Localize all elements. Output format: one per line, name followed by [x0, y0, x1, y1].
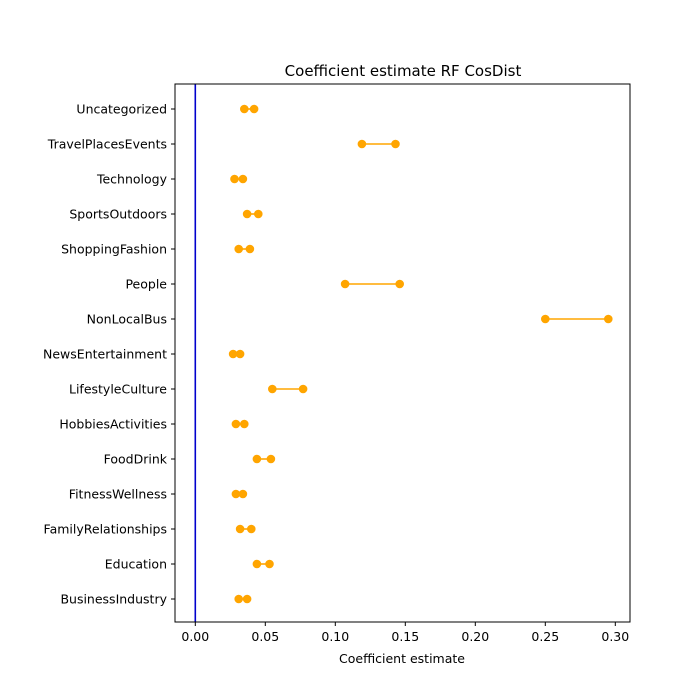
high-point	[245, 244, 255, 254]
high-point	[253, 209, 263, 219]
dumbbell-row	[240, 104, 259, 114]
low-point	[234, 594, 243, 604]
high-point	[298, 384, 308, 394]
dumbbell-row	[242, 209, 263, 219]
x-tick-label: 0.15	[391, 629, 419, 644]
dumbbell-row	[231, 489, 248, 499]
low-point	[231, 489, 241, 499]
plot-area	[194, 84, 613, 622]
y-tick-label: SportsOutdoors	[69, 207, 167, 222]
chart-title: Coefficient estimate RF CosDist	[285, 62, 522, 80]
high-point	[266, 454, 276, 464]
dumbbell-row	[357, 139, 400, 149]
y-tick-label: NewsEntertainment	[43, 347, 167, 362]
high-point	[238, 174, 248, 184]
x-tick-label: 0.00	[181, 629, 209, 644]
y-axis: Uncategorized TravelPlacesEvents Technolog…	[43, 102, 175, 607]
dumbbell-row	[252, 454, 276, 464]
low-point	[252, 454, 262, 464]
low-point	[242, 209, 252, 219]
low-point	[340, 279, 350, 289]
y-tick-label: Education	[105, 557, 167, 572]
high-point	[249, 104, 259, 114]
dumbbell-row	[230, 174, 248, 184]
low-point	[357, 139, 367, 149]
low-point	[234, 244, 243, 254]
low-point	[235, 524, 245, 534]
y-tick-label: BusinessIndustry	[60, 592, 167, 607]
x-tick-label: 0.30	[601, 629, 629, 644]
dumbbell-row	[268, 384, 308, 394]
high-point	[391, 139, 400, 149]
y-tick-label: FitnessWellness	[69, 487, 167, 502]
low-point	[230, 174, 239, 184]
x-axis: 0.00 0.05 0.10 0.15 0.20 0.25 0.30	[181, 622, 629, 644]
y-tick-label: HobbiesActivities	[59, 417, 167, 432]
low-point	[252, 559, 262, 569]
dumbbell-row	[340, 279, 405, 289]
high-point	[395, 279, 405, 289]
dumbbell-row	[228, 349, 245, 359]
x-tick-label: 0.25	[531, 629, 559, 644]
y-tick-label: ShoppingFashion	[61, 242, 167, 257]
high-point	[247, 524, 256, 534]
low-point	[231, 419, 241, 429]
y-tick-label: FoodDrink	[104, 452, 168, 467]
dumbbell-row	[234, 244, 255, 254]
high-point	[238, 489, 248, 499]
x-tick-label: 0.10	[321, 629, 349, 644]
high-point	[265, 559, 274, 569]
x-tick-label: 0.20	[461, 629, 489, 644]
dumbbell-row	[541, 314, 613, 324]
dumbbell-row	[231, 419, 249, 429]
dumbbell-row	[235, 524, 256, 534]
low-point	[268, 384, 277, 394]
x-tick-label: 0.05	[251, 629, 279, 644]
high-point	[240, 419, 249, 429]
high-point	[235, 349, 245, 359]
y-tick-label: TravelPlacesEvents	[47, 137, 167, 152]
high-point	[604, 314, 613, 324]
dumbbell-row	[252, 559, 274, 569]
y-tick-label: FamilyRelationships	[44, 522, 167, 537]
y-tick-label: Uncategorized	[76, 102, 167, 117]
y-tick-label: LifestyleCulture	[69, 382, 167, 397]
dumbbell-row	[234, 594, 252, 604]
plot-frame	[174, 83, 631, 623]
y-tick-label: Technology	[96, 172, 168, 187]
low-point	[228, 349, 238, 359]
x-axis-label: Coefficient estimate	[339, 651, 465, 666]
low-point	[541, 314, 550, 324]
high-point	[242, 594, 252, 604]
y-tick-label: NonLocalBus	[87, 312, 167, 327]
y-tick-label: People	[125, 277, 167, 292]
low-point	[240, 104, 249, 114]
